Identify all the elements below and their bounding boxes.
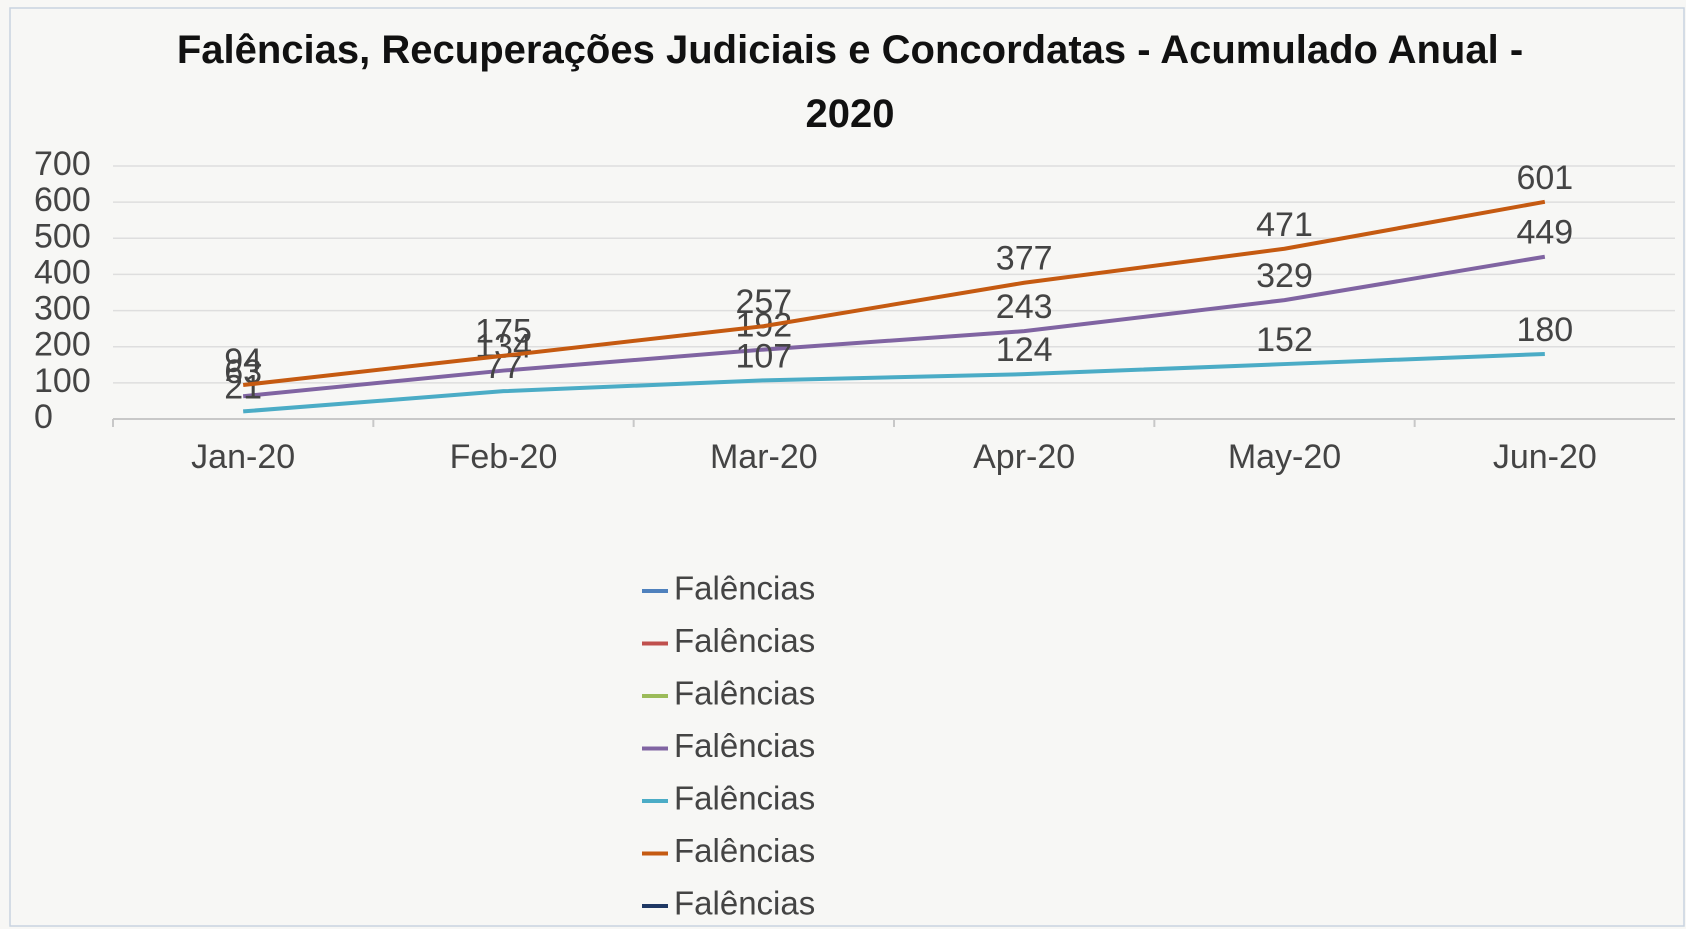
series-line [242,254,1546,399]
x-tick-label: Feb-20 [450,438,558,476]
y-tick-label: 0 [34,398,53,436]
x-tick-label: May-20 [1228,438,1341,476]
data-label: 329 [1256,257,1313,295]
data-label: 257 [735,283,792,321]
y-tick-label: 600 [34,181,91,219]
y-tick-label: 200 [34,326,91,364]
y-tick-label: 400 [34,253,91,291]
y-tick-label: 300 [34,290,91,328]
series-line [242,199,1546,388]
data-label: 21 [224,368,262,406]
legend-label: Falências [674,622,815,659]
y-tick-label: 500 [34,217,91,255]
data-label: 377 [996,240,1053,278]
data-label: 124 [996,331,1053,369]
legend-label: Falências [674,780,815,817]
chart-border [9,7,1685,927]
chart-title: Falências, Recuperações Judiciais e Conc… [176,28,1524,136]
data-label: 175 [475,313,532,351]
data-label: 449 [1516,214,1573,252]
data-label: 107 [735,337,792,375]
x-tick-label: Apr-20 [973,438,1075,476]
data-label: 152 [1256,321,1313,359]
x-tick-label: Jun-20 [1493,438,1597,476]
legend-label: Falências [674,570,815,607]
y-tick-label: 100 [34,362,91,400]
legend-label: Falências [674,832,815,869]
data-label: 180 [1516,311,1573,349]
legend-label: Falências [674,727,815,764]
x-tick-label: Jan-20 [191,438,295,476]
y-tick-label: 700 [34,145,91,183]
data-label: 94 [224,342,262,380]
legend-label: Falências [674,885,815,922]
legend-label: Falências [674,675,815,712]
data-label: 601 [1516,159,1573,197]
series-line [243,351,1545,414]
data-label: 471 [1256,206,1313,244]
x-tick-label: Mar-20 [710,438,818,476]
data-label: 243 [996,288,1053,326]
